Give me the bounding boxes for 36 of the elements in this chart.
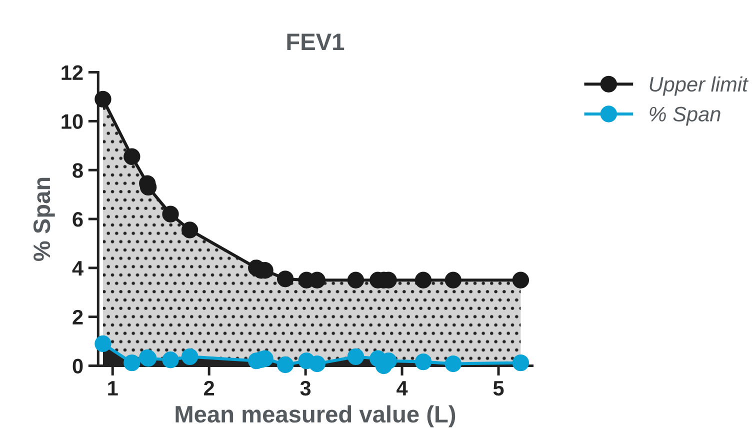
point (512, 354, 530, 372)
x-axis-title: Mean measured value (L) (176, 405, 456, 428)
chart-title: FEV1 (287, 34, 344, 50)
legend-label: % Span (650, 106, 720, 126)
y-tick-label: 12 (62, 65, 83, 80)
x-tick-label: 2 (204, 380, 214, 396)
y-axis-title: % Span (33, 178, 55, 262)
point (181, 222, 198, 238)
x-tick-label: 5 (493, 381, 504, 396)
point (94, 335, 112, 352)
y-tick-label: 10 (62, 114, 83, 129)
point (347, 348, 364, 366)
point (414, 353, 432, 370)
point (94, 90, 112, 108)
x-tick-label: 1 (108, 381, 118, 396)
y-tick-label: 2 (72, 310, 83, 324)
point (181, 348, 198, 366)
point (444, 355, 462, 372)
point (308, 355, 326, 372)
point (124, 354, 140, 372)
legend-label: Upper limit (650, 76, 749, 96)
x-tick-label: 3 (300, 380, 311, 396)
point (444, 272, 462, 288)
y-tick-label: 0 (72, 358, 83, 374)
y-tick-label: 6 (72, 212, 83, 227)
point (162, 206, 179, 222)
x-tick-label: 4 (396, 381, 408, 396)
point (414, 272, 432, 288)
point (512, 272, 530, 288)
point (162, 352, 179, 368)
y-tick-label: 8 (72, 163, 83, 178)
point (276, 270, 294, 288)
y-tick-label: 4 (72, 261, 84, 276)
point (276, 356, 294, 374)
point (124, 148, 140, 165)
point (347, 272, 364, 288)
